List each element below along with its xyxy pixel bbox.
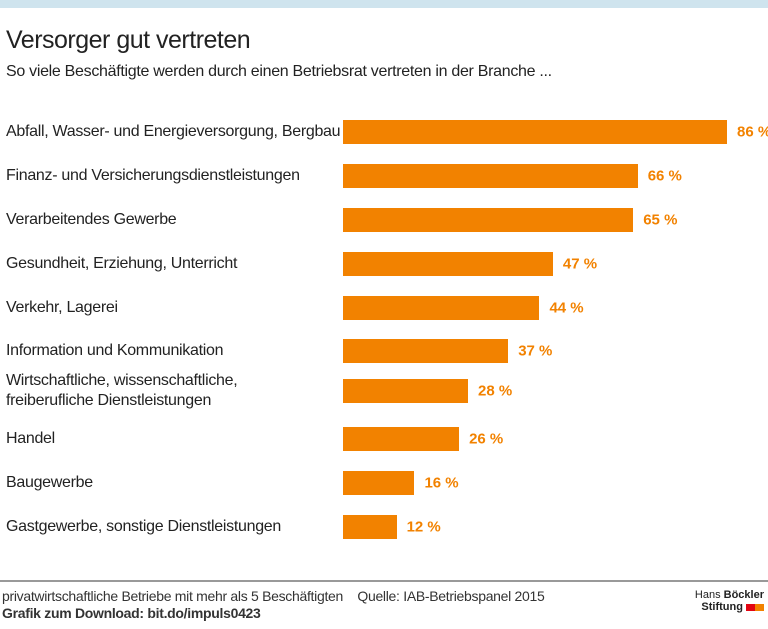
sample-note: privatwirtschaftliche Betriebe mit mehr …	[2, 588, 344, 604]
hans-boeckler-logo: Hans Böckler Stiftung	[695, 589, 764, 613]
value-label: 47 %	[562, 255, 598, 273]
top-accent-bar	[0, 0, 768, 8]
footer-note: privatwirtschaftliche Betriebe mit mehr …	[2, 588, 545, 604]
category-label: Baugewerbe	[6, 474, 93, 491]
category-label: Wirtschaftliche, wissenschaftliche, frei…	[6, 372, 238, 409]
category-label: Information und Kommunikation	[6, 342, 224, 359]
value-label: 12 %	[406, 518, 441, 536]
bar	[343, 471, 415, 495]
footer-divider	[0, 580, 768, 582]
value-label: 26 %	[469, 430, 504, 448]
download-link[interactable]: Grafik zum Download: bit.do/impuls0423	[2, 605, 261, 621]
value-label: 37 %	[518, 342, 553, 360]
logo-red-square	[746, 603, 755, 611]
value-label: 16 %	[424, 474, 459, 492]
logo-orange-square	[755, 603, 764, 611]
value-label: 86 %	[737, 123, 768, 141]
logo-text: Böckler	[723, 589, 764, 601]
chart-title: Versorger gut vertreten	[6, 26, 251, 54]
category-label: Verarbeitendes Gewerbe	[6, 211, 177, 228]
logo-text: Hans	[694, 589, 721, 601]
bar	[343, 208, 634, 232]
value-label: 44 %	[549, 299, 584, 317]
category-label: Gastgewerbe, sonstige Dienstleistungen	[6, 518, 281, 535]
category-label: Gesundheit, Erziehung, Unterricht	[6, 255, 238, 272]
category-label: Verkehr, Lagerei	[6, 299, 118, 316]
value-label: 65 %	[643, 211, 678, 229]
value-label: 28 %	[478, 382, 513, 400]
bar	[343, 296, 540, 320]
value-label: 66 %	[647, 167, 682, 185]
category-label: Handel	[6, 430, 55, 447]
category-label: Abfall, Wasser- und Energieversorgung, B…	[6, 123, 341, 140]
bar	[343, 427, 460, 451]
bar	[343, 164, 638, 188]
source: Quelle: IAB-Betriebspanel 2015	[357, 588, 545, 604]
bar	[343, 515, 397, 539]
bar	[343, 339, 509, 363]
category-label: Finanz- und Versicherungsdienstleistunge…	[6, 167, 300, 184]
logo-text: Stiftung	[701, 601, 743, 613]
bar	[343, 252, 553, 276]
chart-subtitle: So viele Beschäftigte werden durch einen…	[6, 63, 552, 80]
bar	[343, 120, 727, 144]
bar	[343, 379, 469, 403]
